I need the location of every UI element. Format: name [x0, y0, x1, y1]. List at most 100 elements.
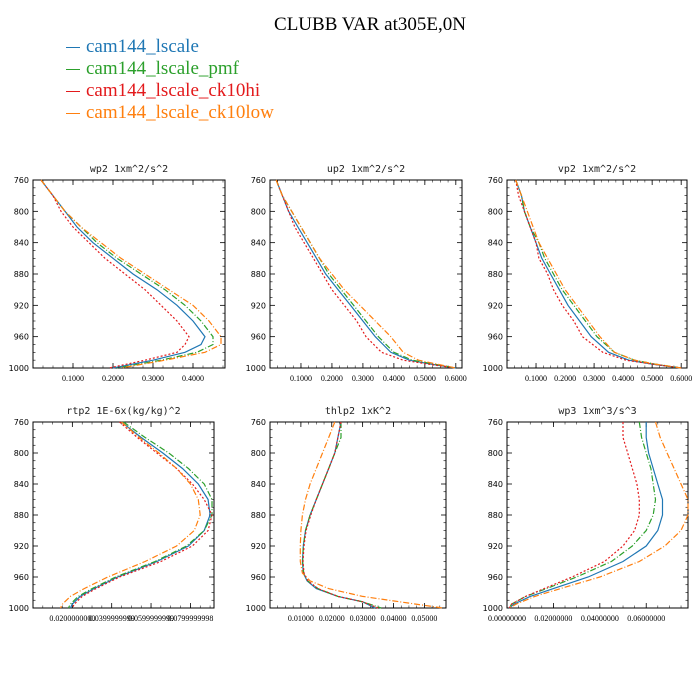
x-tick-label: 0.2000	[102, 374, 124, 383]
x-tick-label: 0.03000	[350, 614, 376, 623]
series-line-3	[40, 179, 222, 369]
y-tick-label: 760	[251, 176, 266, 185]
y-tick-label: 1000	[246, 364, 266, 373]
series-line-0	[508, 422, 664, 609]
legend-label: cam144_lscale_ck10low	[86, 102, 274, 123]
x-tick-label: 0.04000000	[581, 614, 619, 623]
panel-title: vp2 1xm^2/s^2	[558, 164, 636, 175]
x-tick-label: 0.6000	[670, 374, 692, 383]
x-tick-label: 0.02000	[319, 614, 345, 623]
series-line-1	[67, 421, 213, 609]
legend-item-ck10low: cam144_lscale_ck10low	[66, 102, 274, 124]
x-tick-label: 0.04000	[381, 614, 407, 623]
x-tick-label: 0.4000	[383, 374, 405, 383]
y-tick-label: 840	[488, 480, 503, 489]
x-tick-label: 0.1000	[290, 374, 312, 383]
x-tick-label: 0.0399999999	[89, 614, 135, 623]
y-tick-label: 960	[251, 573, 266, 582]
plot-frame	[506, 421, 689, 609]
series-line-3	[59, 421, 201, 609]
series-line-2	[71, 421, 213, 609]
panel-0: wp2 1xm^2/s^2 760 800 840 880 920 960 1000 0.100…	[9, 164, 226, 383]
plot-frame	[269, 179, 463, 369]
plot-frame	[32, 421, 215, 609]
x-tick-label: 0.3000	[352, 374, 374, 383]
y-tick-label: 1000	[483, 604, 503, 613]
legend: cam144_lscale cam144_lscale_pmf cam144_l…	[66, 36, 274, 124]
series-line-1	[302, 422, 382, 609]
y-tick-label: 760	[488, 418, 503, 427]
panel-1: up2 1xm^2/s^2 760 800 840 880 920 960 1000 0.100…	[246, 164, 467, 383]
y-tick-label: 960	[14, 333, 29, 342]
y-tick-label: 1000	[9, 364, 29, 373]
y-tick-label: 880	[488, 270, 503, 279]
y-tick-label: 880	[14, 270, 29, 279]
y-tick-label: 760	[14, 418, 29, 427]
series-line-2	[302, 421, 379, 609]
y-tick-label: 920	[14, 301, 29, 310]
panel-title: wp3 1xm^3/s^3	[558, 406, 636, 417]
series-line-0	[301, 421, 376, 609]
y-tick-label: 880	[14, 511, 29, 520]
panel-title: rtp2 1E-6x(kg/kg)^2	[66, 406, 180, 417]
y-tick-label: 960	[14, 573, 29, 582]
y-tick-label: 800	[14, 207, 29, 216]
legend-label: cam144_lscale_ck10hi	[86, 80, 261, 101]
x-tick-label: 0.5000	[641, 374, 663, 383]
x-tick-label: 0.0200000000	[49, 614, 95, 623]
y-tick-label: 840	[14, 480, 29, 489]
legend-swatch	[66, 113, 80, 115]
x-tick-label: 0.2000	[321, 374, 343, 383]
x-tick-label: 0.3000	[583, 374, 605, 383]
y-tick-label: 920	[251, 301, 266, 310]
legend-swatch	[66, 69, 80, 71]
y-tick-label: 800	[251, 207, 266, 216]
y-tick-label: 800	[251, 449, 266, 458]
series-line-3	[299, 421, 443, 609]
y-tick-label: 920	[488, 542, 503, 551]
series-line-0	[40, 179, 206, 369]
series-line-0	[69, 421, 211, 609]
series-line-3	[275, 179, 456, 369]
series-line-2	[508, 422, 640, 609]
x-tick-label: 0.5000	[414, 374, 436, 383]
y-tick-label: 920	[488, 301, 503, 310]
x-tick-label: 0.00000000	[488, 614, 526, 623]
series-line-2	[40, 179, 190, 369]
y-tick-label: 920	[14, 542, 29, 551]
y-tick-label: 840	[251, 480, 266, 489]
x-tick-label: 0.1000	[525, 374, 547, 383]
series-line-3	[509, 421, 689, 609]
main-title: CLUBB VAR at305E,0N	[274, 14, 466, 35]
x-tick-label: 0.4000	[182, 374, 204, 383]
series-line-1	[515, 179, 682, 369]
legend-item-ck10hi: cam144_lscale_ck10hi	[66, 80, 274, 102]
panel-3: rtp2 1E-6x(kg/kg)^2 760 800 840 880 920 960 100…	[9, 406, 215, 623]
plot-frame	[269, 421, 447, 609]
panel-4: thlp2 1xK^2 760 800 840 880 920 960 1000 0.01000…	[246, 406, 447, 623]
panel-title: wp2 1xm^2/s^2	[90, 164, 168, 175]
y-tick-label: 760	[251, 418, 266, 427]
y-tick-label: 800	[14, 449, 29, 458]
series-line-0	[515, 179, 682, 369]
panel-2: vp2 1xm^2/s^2 760 800 840 880 920 960 1000 0.100…	[483, 164, 693, 383]
panel-title: up2 1xm^2/s^2	[327, 164, 405, 175]
y-tick-label: 960	[251, 333, 266, 342]
legend-swatch	[66, 47, 80, 49]
y-tick-label: 760	[488, 176, 503, 185]
y-tick-label: 880	[251, 511, 266, 520]
series-line-2	[515, 179, 682, 369]
plot-frame	[506, 179, 688, 369]
y-tick-label: 960	[488, 573, 503, 582]
x-tick-label: 0.0799999998	[167, 614, 213, 623]
x-tick-label: 0.02000000	[534, 614, 572, 623]
x-tick-label: 0.4000	[612, 374, 634, 383]
y-tick-label: 1000	[483, 364, 503, 373]
y-tick-label: 1000	[246, 604, 266, 613]
y-tick-label: 880	[488, 511, 503, 520]
legend-label: cam144_lscale	[86, 36, 199, 57]
y-tick-label: 920	[251, 542, 266, 551]
y-tick-label: 1000	[9, 604, 29, 613]
panel-5: wp3 1xm^3/s^3 760 800 840 880 920 960 10000.000…	[483, 406, 689, 623]
